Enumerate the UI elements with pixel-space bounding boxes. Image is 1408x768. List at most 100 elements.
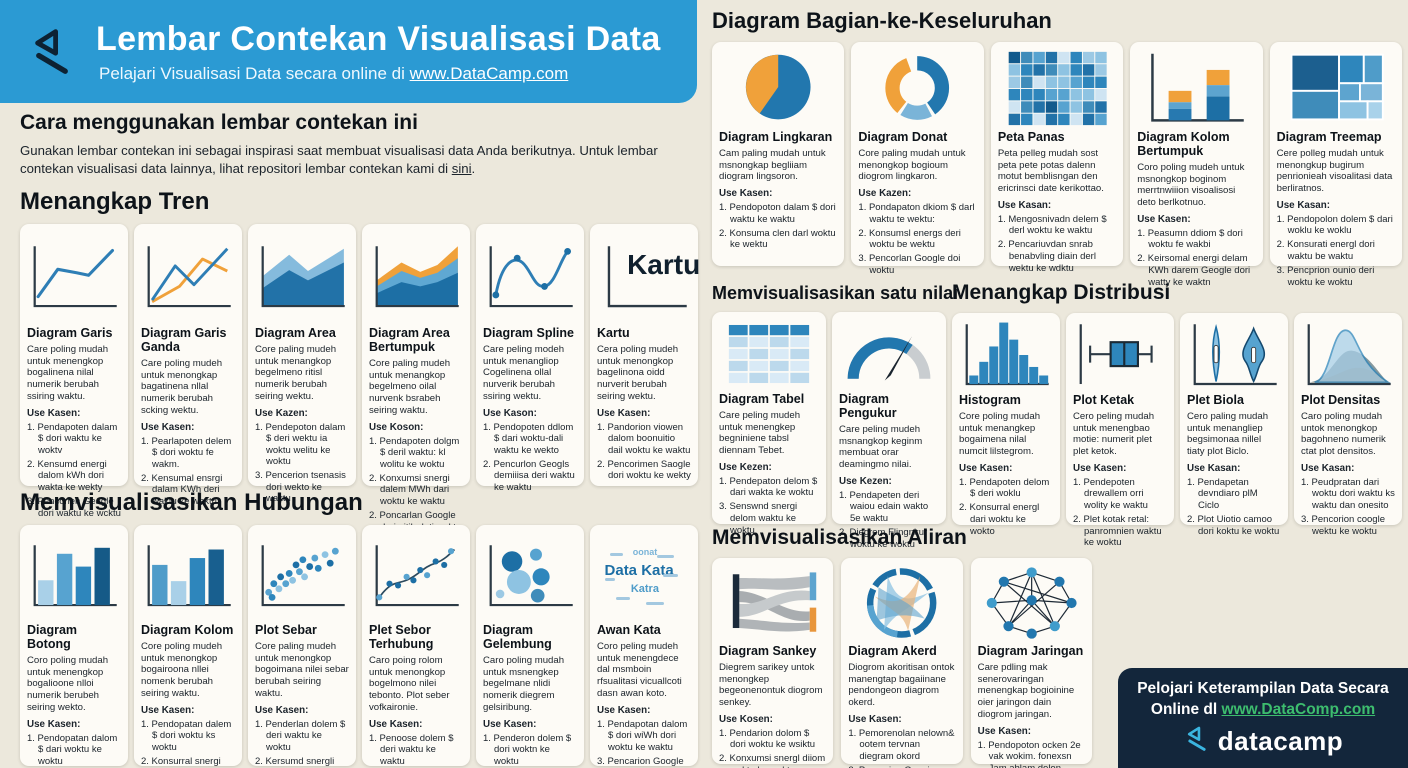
use-cases-label: Use Koson: — [369, 421, 424, 433]
use-case-item: 1. Pendopoton ocken 2e vak wokim. fonexs… — [977, 739, 1081, 768]
datacamp-wordmark: datacamp — [1217, 726, 1344, 757]
word-cloud-word: Katra — [630, 583, 659, 596]
card-description: Cam paling mudah untuk msnongkap begliia… — [719, 148, 826, 183]
kpi-card-icon: Kartu — [597, 231, 700, 323]
datacamp-logo-icon — [1183, 726, 1211, 757]
card-row: Diagram Tabel Care peling mudeh untuk me… — [712, 312, 946, 550]
use-case-item: 1. Pendepaton delom $ dari wakta ke wokt… — [719, 475, 818, 499]
section-menangkap-tren: Menangkap Tren Diagram Garis Care poling… — [20, 188, 700, 544]
use-case-item: 2. Konxumsi snergl diiom woktu ke waktu — [719, 753, 826, 768]
card-title: Diagram Area — [255, 326, 336, 340]
use-cases-list: 1. Pendarion dolom $ dori woktu ke wsikt… — [719, 728, 826, 768]
card-title: Plot Sebar — [255, 623, 317, 637]
use-cases-list: 1. Pendapoten delom $ deri woklu 2. Konsu… — [959, 477, 1053, 537]
card-description: Diegrem sarikey untok menongkep begeonen… — [719, 662, 823, 709]
use-cases-label: Use Kasan: — [1276, 199, 1330, 211]
area-chart-icon — [255, 231, 349, 323]
use-case-item: 1. Pendopoton dalam $ dori waktu ke wakt… — [719, 202, 836, 225]
use-case-item: 2. Kersumd snergli dalom deri wektu ke w… — [255, 755, 338, 768]
use-cases-list: 1. Pendapoten dalam $ dori waktu ke wokt… — [27, 422, 121, 520]
use-cases-label: Use Kasan: — [1187, 462, 1241, 474]
intro-section: Cara menggunakan lembar contekan ini Gun… — [20, 111, 688, 178]
card-title: Diagram Spline — [483, 326, 574, 340]
datacamp-logo-icon — [26, 28, 78, 76]
scatter-plot-icon — [255, 532, 349, 620]
chart-card: Diagram Pengukur Care peling mudeh msnan… — [832, 312, 946, 550]
use-case-item: 1. Pendapoten dolgm $ deril waktu: kl wo… — [369, 435, 460, 470]
card-description: Cero paling mudah untuk menangliep begsi… — [1187, 411, 1269, 458]
chart-card: Peta Panas Peta pelleg mudah sost peta p… — [990, 42, 1124, 274]
use-cases-list: 1. Pendepoton dalam $ deri wektu ia wokt… — [255, 422, 349, 506]
chart-card: Diagram Akerd Diogrom akoritisan ontok m… — [841, 558, 963, 768]
card-title: Diagram Kolom Bertumpuk — [1137, 130, 1230, 158]
use-case-item: 2. Pencorimen Saogle dori woktu ke wekty — [597, 458, 691, 482]
use-cases-list: 1. Pemorenolan nelown& ootem tervnan die… — [848, 728, 955, 768]
card-description: Core paling mudeh untuk menangkop begelm… — [255, 344, 337, 402]
use-cases-label: Use Kasen: — [977, 725, 1032, 737]
use-case-item: 3. Pencorlen Geagle dori waktu ke wcktu — [27, 495, 121, 519]
intro-sini-link[interactable]: sini — [451, 160, 472, 176]
card-title: Kartu — [597, 326, 630, 340]
chart-card: Plot Densitas Caro poling mudah untok me… — [1294, 313, 1402, 537]
card-title: Diagram Pengukur — [839, 392, 897, 420]
use-case-item: 1. Pendopoten ddlom $ dari woktu-dali wa… — [483, 421, 574, 456]
card-title: Diagram Lingkaran — [719, 130, 833, 144]
section-bagian-ke-keseluruhan: Diagram Bagian-ke-Keseluruhan Diagram Li… — [712, 8, 1403, 288]
use-cases-list: 1. Pendopatan dalem $ dori woktu ks wokt… — [141, 719, 235, 768]
chart-card: Plet Biola Cero paling mudah untuk menan… — [1180, 313, 1288, 537]
chart-card: Diagram Kolom Core poling mudeh untuk me… — [134, 525, 242, 768]
use-case-item: 2. Pencurlon Geogls demiiisa deri waktu … — [483, 458, 575, 493]
use-cases-label: Use Kasen: — [719, 188, 773, 200]
use-case-item: 1. Pondapaton dkiom $ darl waktu te wekt… — [858, 202, 975, 225]
use-cases-list: 1. Pendopolon dolem $ dari woklu ke wokl… — [1277, 214, 1395, 288]
use-case-item: 1. Pendapeten deri waiou edain wakto 5e … — [839, 489, 929, 524]
card-description: Care peling modeh untuk menangliop Cogel… — [483, 344, 565, 402]
card-description: Coro peling mudeh untuk menengdece dal m… — [597, 641, 682, 699]
card-title: Diagram Area Bertumpuk — [369, 326, 450, 354]
use-case-item: 1. Peasumn ddiom $ dori woktu fe wakbi — [1137, 227, 1243, 251]
section-title-bagian-ke-keseluruhan: Diagram Bagian-ke-Keseluruhan — [712, 8, 1052, 33]
card-title: Diagram Treemap — [1276, 130, 1382, 144]
page-title: Lembar Contekan Visualisasi Data — [96, 19, 661, 58]
chart-card: Diagram Area Bertumpuk Core paling mudeh… — [362, 224, 470, 544]
use-cases-label: Use Kasen: — [27, 718, 81, 730]
card-title: Peta Panas — [997, 130, 1065, 144]
chart-card: Diagram Botong Coro poling mudah untuk m… — [20, 525, 128, 768]
card-title: Diagram Tabel — [719, 392, 805, 406]
footer-text-line1: Pelojari Keterampilan Data Secara — [1136, 679, 1390, 700]
card-title: Plot Ketak — [1073, 393, 1135, 407]
use-cases-list: 1. Pendapetan devndiaro plM Ciclo 2. Plot… — [1187, 477, 1281, 537]
use-cases-list: 1. Pendepoten drewallem orri wolity ke w… — [1073, 477, 1167, 549]
datacamp-link[interactable]: www.DataCamp.com — [409, 63, 569, 83]
card-title: Plet Biola — [1187, 393, 1244, 407]
use-cases-label: Use Kasen: — [597, 704, 651, 716]
use-case-item: 3. Pencorion coogle wektu ke woktu — [1301, 514, 1385, 537]
use-cases-label: Use Kasen: — [255, 704, 309, 716]
chart-card: Diagram Lingkaran Cam paling mudah untuk… — [712, 42, 845, 266]
card-title: Histogram — [959, 393, 1021, 407]
use-cases-list: 1. Penderlan dolem $ deri waktu ke woktu… — [255, 719, 349, 768]
use-case-item: 2. Plot Uiotio camoo dori koktu ke woktu — [1187, 514, 1280, 537]
section-title-satu-nilai: Memvisualisasikan satu nilai — [712, 283, 959, 303]
use-case-item: 2. Konxumsi snergi dalem MWh dari woktu … — [369, 472, 450, 507]
card-title: Diagram Botong — [27, 623, 78, 651]
use-cases-label: Use Kosen: — [719, 713, 773, 725]
card-row: Histogram Core poling mudah untuk menang… — [952, 313, 1402, 548]
column-chart-icon — [141, 532, 235, 620]
card-description: Care peling mudeh untuk menengkep begnin… — [719, 410, 801, 457]
intro-body: Gunakan lembar contekan ini sebagai insp… — [20, 142, 688, 178]
card-description: Care poling mudeh untuk menongkap bagati… — [141, 358, 223, 416]
card-title: Awan Kata — [597, 623, 661, 637]
use-case-item: 2. Diegrem Flingnkur woktu ke woktu — [839, 527, 928, 550]
use-cases-list: 1. Pondapaton dkiom $ darl waktu te wekt… — [858, 202, 976, 276]
footer-datacamp-link[interactable]: www.DataComp.com — [1221, 700, 1376, 718]
card-description: Care pdling mak senerovaringan menengkap… — [977, 662, 1075, 720]
use-cases-list: 1. Pendopatan dalom $ dari woktu ke wokt… — [27, 733, 121, 768]
use-cases-list: 1. Mengosnivadn delem $ derl woktu ke wa… — [998, 214, 1116, 274]
use-cases-list: 1. Pendapeten deri waiou edain wakto 5e … — [839, 490, 939, 550]
chart-card: Diagram Donat Core paling mudah untuk me… — [851, 42, 984, 276]
section-memvisualisasikan-hubungan: Memvisualisasikan Hubungan Diagram Boton… — [20, 489, 698, 768]
use-case-item: 1. Pendapoten dalam $ dori waktu ke wokt… — [27, 421, 118, 456]
donut-chart-icon — [858, 49, 976, 127]
